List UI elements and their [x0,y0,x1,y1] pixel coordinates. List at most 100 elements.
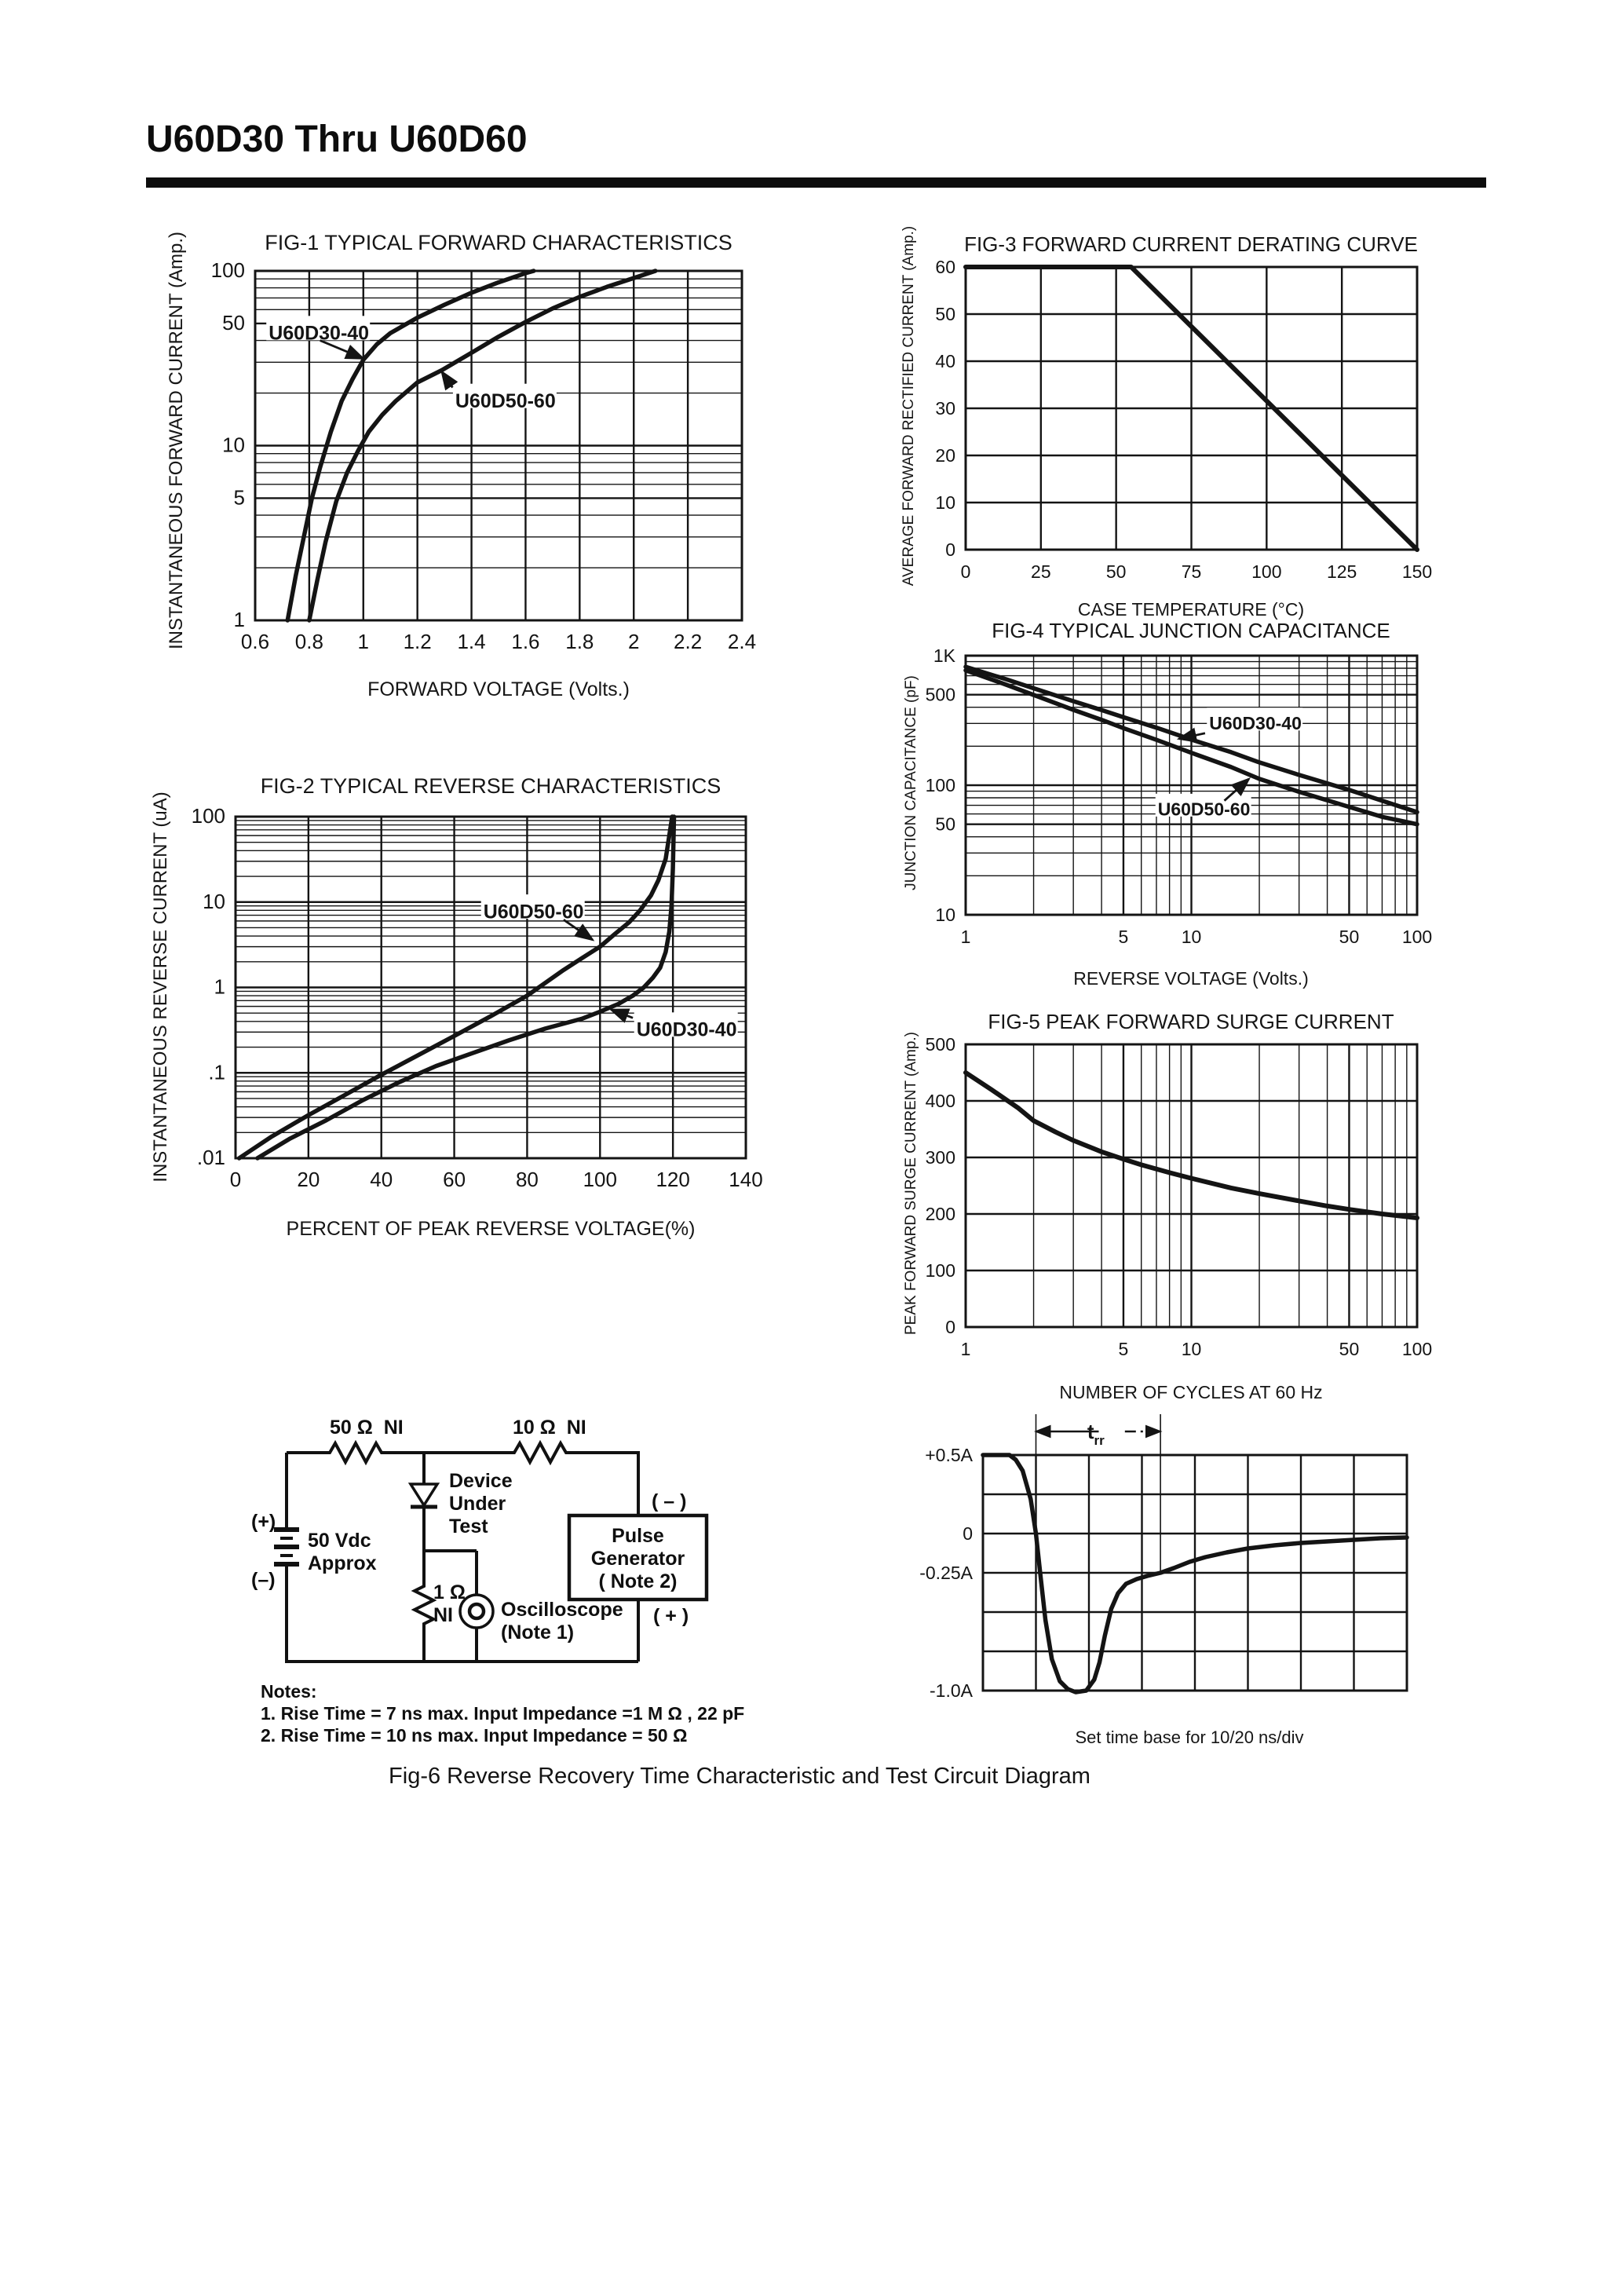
fig6wave-svg: +0.5A 0 -0.25A -1.0A trr [919,1414,1409,1701]
fig3-y-axis-label: AVERAGE FORWARD RECTIFIED CURRENT (Amp.) [901,225,917,587]
battery-plus-label: (+) [251,1511,276,1533]
svg-text:U60D30-40: U60D30-40 [269,323,369,345]
svg-text:20: 20 [935,445,955,466]
svg-text:50: 50 [1106,561,1127,582]
svg-text:10: 10 [1182,927,1202,947]
svg-text:20: 20 [297,1168,320,1191]
svg-text:50: 50 [1339,1339,1360,1359]
svg-text:U60D50-60: U60D50-60 [455,390,556,412]
svg-text:10: 10 [935,492,955,513]
svg-text:1: 1 [961,1339,971,1359]
fig3-plot: 0 25 50 75 100 125 150 0 10 20 30 40 50 60 [935,257,1432,582]
svg-text:-1.0A: -1.0A [930,1680,974,1701]
fig2-svg: 0 20 40 60 80 100 120 140 .01 .1 1 10 100 U60D50-60 U6… [192,804,763,1191]
fig3-x-axis-label: CASE TEMPERATURE (°C) [1077,599,1305,620]
header-rule [146,177,1486,188]
svg-text:40: 40 [370,1168,393,1191]
test-circuit-diagram [274,1439,709,1663]
svg-text:100: 100 [1402,927,1432,947]
fig5-title: FIG-5 PEAK FORWARD SURGE CURRENT [988,1010,1394,1033]
svg-text:2.4: 2.4 [728,630,756,653]
pulse-generator-minus-label: ( – ) [652,1490,687,1512]
fig5-plot: 1 5 10 50 100 0 100 200 300 400 500 [926,1034,1433,1359]
svg-text:U60D30-40: U60D30-40 [637,1019,737,1041]
fig1-title: FIG-1 TYPICAL FORWARD CHARACTERISTICS [265,231,732,254]
svg-text:2.2: 2.2 [674,630,702,653]
oscilloscope-label: Oscilloscope (Note 1) [501,1599,623,1643]
curve-U60D50-60 [307,269,658,623]
pulse-generator-label: Pulse Generator ( Note 2) [590,1525,685,1592]
svg-text:40: 40 [935,351,955,371]
svg-text:U60D50-60: U60D50-60 [484,901,584,923]
svg-text:100: 100 [1402,1339,1432,1359]
battery-voltage-label: 50 Vdc Approx [308,1530,377,1574]
curve-U60D30-40 [963,664,1419,815]
svg-text:500: 500 [926,1034,955,1055]
svg-text:U60D30-40: U60D30-40 [1209,713,1302,733]
fig4-y-axis-label: JUNCTION CAPACITANCE (pF) [903,675,919,890]
fig2-plot: 0 20 40 60 80 100 120 140 .01 .1 1 10 100 U60D50-60 U6… [192,804,763,1191]
trr-label: trr [1087,1420,1105,1448]
fig2-x-axis-label: PERCENT OF PEAK REVERSE VOLTAGE(%) [286,1218,696,1240]
svg-text:50: 50 [1339,927,1360,947]
svg-text:5: 5 [1119,927,1129,947]
device-under-test-label: Device Under Test [449,1470,513,1537]
svg-text:1.2: 1.2 [404,630,432,653]
svg-text:30: 30 [935,398,955,419]
resistor-10ohm-label: 10 Ω NI [513,1417,586,1439]
page-title: U60D30 Thru U60D60 [146,119,528,160]
fig5-x-axis-label: NUMBER OF CYCLES AT 60 Hz [1059,1382,1323,1402]
fig6-caption: Fig-6 Reverse Recovery Time Characterist… [389,1764,1090,1789]
svg-text:5: 5 [234,485,245,509]
svg-text:50: 50 [935,304,955,324]
svg-text:100: 100 [926,775,955,795]
svg-text:200: 200 [926,1204,955,1224]
svg-text:300: 300 [926,1147,955,1168]
svg-text:100: 100 [211,258,245,282]
battery-symbol [274,1527,299,1567]
svg-text:.1: .1 [208,1060,225,1084]
svg-text:1: 1 [961,927,971,947]
fig4-plot: 1 5 10 50 100 10 50 100 500 1K U60D30-40 U60D50-60 [926,645,1433,947]
svg-text:1.6: 1.6 [511,630,539,653]
svg-text:1: 1 [358,630,369,653]
resistor-1ohm-label: 1 Ω NI [433,1581,466,1626]
fig1-x-axis-label: FORWARD VOLTAGE (Volts.) [367,678,630,700]
svg-text:1.8: 1.8 [565,630,594,653]
svg-text:5: 5 [1119,1339,1129,1359]
curve-derating [963,265,1419,552]
svg-text:100: 100 [192,804,225,828]
svg-text:0: 0 [961,561,971,582]
svg-text:0.8: 0.8 [295,630,323,653]
curve-U60D30-40 [285,269,536,623]
svg-text:0: 0 [945,1317,955,1337]
top-rail-with-resistors [287,1439,640,1515]
svg-text:10: 10 [203,890,225,913]
curve-reverse-recovery [981,1453,1409,1695]
fig2-y-axis-label: INSTANTANEOUS REVERSE CURRENT (uA) [150,792,171,1183]
pulse-generator-plus-label: ( + ) [653,1605,689,1627]
svg-text:100: 100 [1251,561,1281,582]
svg-text:1K: 1K [933,645,956,666]
fig6-waveform-plot: +0.5A 0 -0.25A -1.0A trr [919,1414,1409,1701]
svg-text:10: 10 [222,433,245,457]
circuit-wires [285,1439,640,1663]
fig3-svg: 0 25 50 75 100 125 150 0 10 20 30 40 50 60 [935,257,1432,582]
svg-text:.01: .01 [197,1146,225,1169]
svg-text:125: 125 [1327,561,1357,582]
svg-text:75: 75 [1182,561,1202,582]
resistor-50ohm-label: 50 Ω NI [330,1417,404,1439]
svg-text:1: 1 [214,975,225,999]
svg-text:100: 100 [583,1168,617,1191]
curve-U60D30-40 [255,814,677,1161]
fig5-svg: 1 5 10 50 100 0 100 200 300 400 500 [926,1034,1433,1359]
fig1-plot: 0.6 0.8 1 1.2 1.4 1.6 1.8 2 2.2 2.4 1 5 10 50 100 U60D3… [211,258,756,653]
one-ohm-resistor [411,1551,437,1662]
fig6-timebase-note: Set time base for 10/20 ns/div [1075,1727,1304,1747]
svg-text:500: 500 [926,685,955,705]
svg-text:100: 100 [926,1260,955,1281]
svg-text:140: 140 [729,1168,762,1191]
fig4-svg: 1 5 10 50 100 10 50 100 500 1K U60D30-40 U60D50-60 [926,645,1433,947]
oscilloscope-symbol [458,1593,495,1629]
